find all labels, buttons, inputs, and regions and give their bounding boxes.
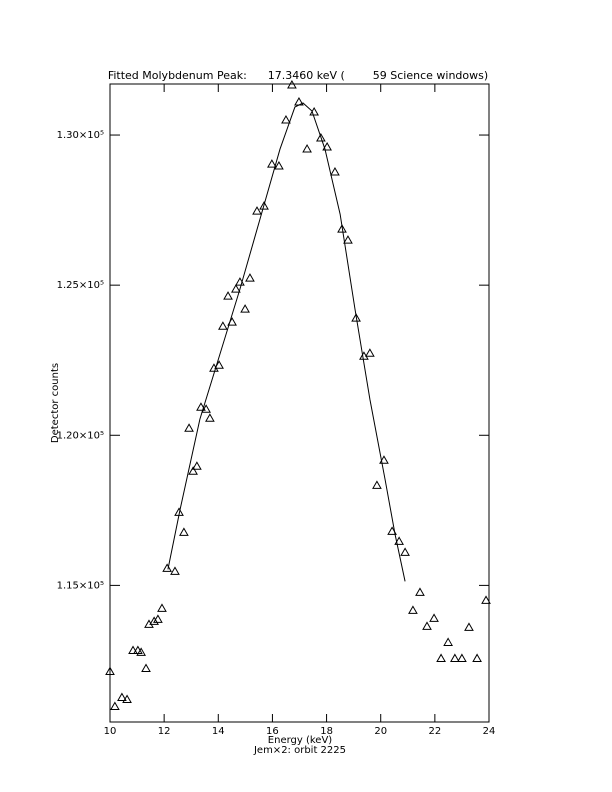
x-tick-label: 12 <box>158 726 171 737</box>
data-point <box>394 536 404 545</box>
data-point <box>450 653 460 662</box>
data-point <box>117 692 127 701</box>
data-point <box>351 313 361 322</box>
data-point <box>422 621 432 630</box>
data-point <box>472 653 482 662</box>
data-point <box>330 167 340 176</box>
data-point <box>240 304 250 313</box>
data-point <box>343 235 353 244</box>
data-point <box>179 527 189 536</box>
x-tick-label: 24 <box>483 726 496 737</box>
x-tick-label: 18 <box>320 726 333 737</box>
x-axis-label: Energy (keV) <box>268 735 333 746</box>
data-point <box>365 348 375 357</box>
data-point <box>436 653 446 662</box>
data-point <box>231 284 241 293</box>
data-point <box>481 595 491 604</box>
data-point <box>110 701 120 710</box>
data-point <box>128 645 138 654</box>
fit-curve <box>167 102 406 582</box>
x-tick-label: 22 <box>428 726 441 737</box>
data-point <box>122 694 132 703</box>
data-point <box>223 291 233 300</box>
data-point <box>337 224 347 233</box>
plot-frame <box>109 83 490 723</box>
data-point <box>170 566 180 575</box>
data-point <box>153 614 163 623</box>
chart-title: Fitted Molybdenum Peak: 17.3460 keV ( 59… <box>108 69 488 82</box>
x-tick-label: 10 <box>104 726 117 737</box>
data-point <box>136 647 146 656</box>
data-point <box>218 321 228 330</box>
data-point <box>281 115 291 124</box>
data-point <box>188 466 198 475</box>
data-point <box>192 461 202 470</box>
data-point <box>415 587 425 596</box>
subtitle: Jem×2: orbit 2225 <box>253 745 346 756</box>
data-point <box>267 159 277 168</box>
data-point <box>372 480 382 489</box>
data-point <box>322 142 332 151</box>
y-tick-label: 1.20×10⁵ <box>57 430 104 441</box>
data-point <box>205 413 215 422</box>
data-point <box>196 402 206 411</box>
data-point <box>408 605 418 614</box>
data-point <box>429 613 439 622</box>
y-tick-label: 1.15×10⁵ <box>57 580 104 591</box>
x-tick-label: 14 <box>212 726 225 737</box>
data-point <box>464 622 474 631</box>
data-point <box>141 663 151 672</box>
y-tick-label: 1.30×10⁵ <box>57 130 104 141</box>
data-point <box>457 653 467 662</box>
x-tick-label: 20 <box>374 726 387 737</box>
data-point <box>149 616 159 625</box>
data-point <box>274 161 284 170</box>
data-point <box>316 133 326 142</box>
y-axis-label: Detector counts <box>50 363 61 443</box>
data-point <box>201 404 211 413</box>
data-point <box>400 547 410 556</box>
data-point <box>379 455 389 464</box>
data-point <box>259 201 269 210</box>
data-point <box>252 206 262 215</box>
data-point <box>245 273 255 282</box>
data-point <box>287 79 297 89</box>
data-point <box>302 144 312 153</box>
data-point <box>184 423 194 432</box>
data-point <box>105 666 115 675</box>
x-tick-label: 16 <box>266 726 279 737</box>
data-point <box>157 603 167 612</box>
data-point <box>162 563 172 572</box>
y-tick-label: 1.25×10⁵ <box>57 280 104 291</box>
data-point <box>443 637 453 646</box>
